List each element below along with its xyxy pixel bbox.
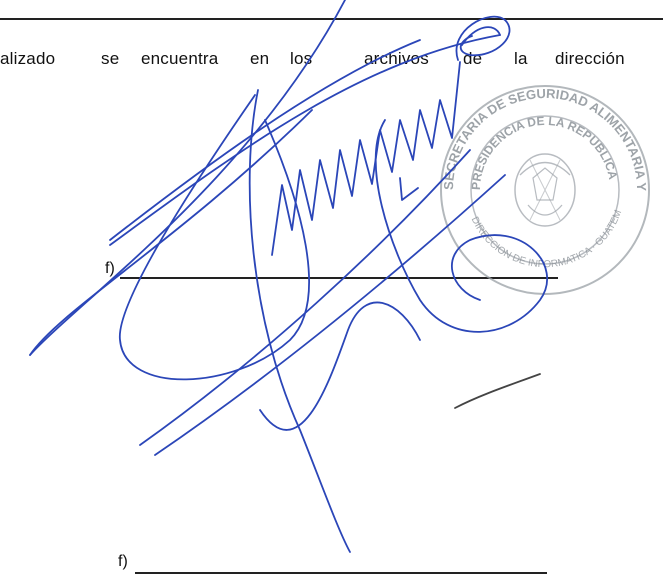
top-rule <box>0 18 663 20</box>
seal-inner-ring <box>470 115 620 265</box>
signature-line-1 <box>120 277 558 279</box>
text-word: se <box>101 49 120 68</box>
text-word: archivos <box>364 49 429 68</box>
text-word: alizado <box>0 49 56 68</box>
body-text-line: alizado se encuentra en los archivos de … <box>0 48 663 70</box>
text-word: dirección <box>555 49 625 68</box>
seal-outer-ring <box>440 85 650 295</box>
text-word: en <box>250 49 270 68</box>
text-word: encuentra <box>141 49 219 68</box>
text-word: la <box>514 49 528 68</box>
signature-label-1: f) <box>105 260 115 277</box>
signature-label-2: f) <box>118 553 128 570</box>
seal-emblem-wreath <box>514 153 576 227</box>
seal-emblem-swords <box>529 159 561 221</box>
pen-stroke <box>454 373 541 409</box>
signature-line-2 <box>135 572 547 574</box>
seal-emblem-shield <box>532 167 558 201</box>
